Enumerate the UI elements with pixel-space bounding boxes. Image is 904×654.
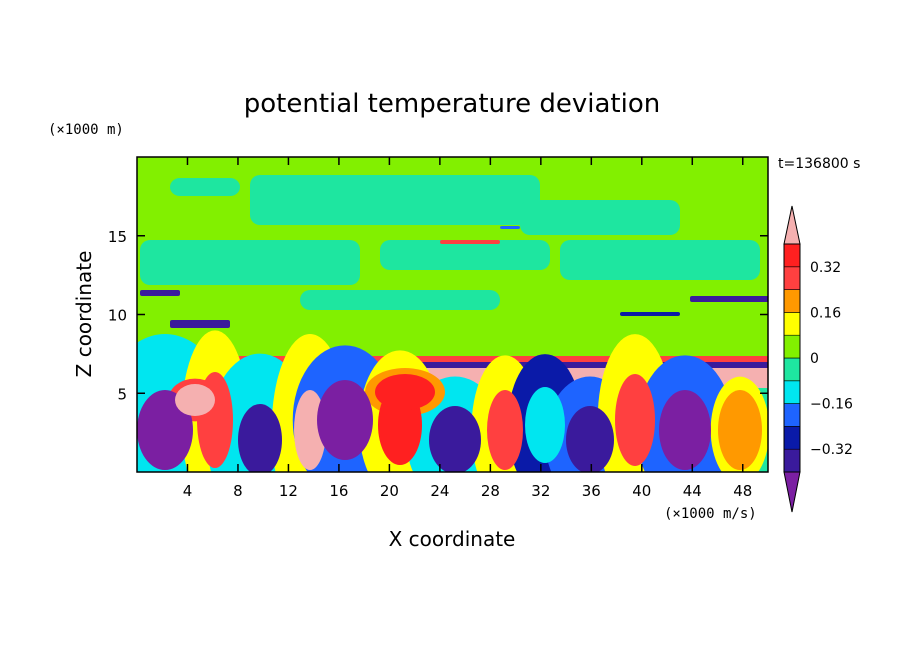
cell-core [659, 390, 711, 470]
y-unit-label: (×1000 m) [48, 122, 124, 138]
colorbar-band [783, 403, 801, 427]
x-tick-label: 44 [683, 482, 702, 500]
field-patch [380, 240, 550, 270]
inversion-band [137, 356, 768, 362]
y-tick-label: 5 [117, 385, 127, 403]
colorbar-tick-label: 0.16 [810, 305, 841, 321]
field-streak [140, 290, 180, 296]
colorbar-band [783, 426, 801, 450]
colorbar-extend-top [783, 205, 801, 245]
field-patch [250, 175, 540, 225]
x-tick-label: 24 [430, 482, 449, 500]
cell-core [429, 406, 481, 472]
y-axis-label: Z coordinate [72, 251, 96, 378]
x-tick-label: 40 [632, 482, 651, 500]
x-tick-label: 20 [380, 482, 399, 500]
cell-core [238, 404, 282, 472]
colorbar-band [783, 357, 801, 382]
colorbar-band [783, 380, 801, 404]
x-tick-label: 4 [183, 482, 193, 500]
colorbar-band [783, 243, 801, 268]
x-axis: 4 8 12 16 20 24 28 32 36 40 44 48 [183, 157, 752, 500]
field-patch [300, 290, 500, 310]
field-patch [560, 240, 760, 280]
x-axis-label: X coordinate [389, 527, 516, 551]
field-streak [620, 312, 680, 316]
x-tick-label: 36 [582, 482, 601, 500]
x-tick-label: 48 [733, 482, 752, 500]
colorbar-band [783, 266, 801, 290]
colorbar-band [783, 334, 801, 359]
inversion-band [137, 362, 768, 368]
colorbar-extend-bottom [783, 471, 801, 513]
cell-core [487, 390, 523, 470]
field-patch [170, 178, 240, 196]
colorbar-band [783, 312, 801, 336]
plot-area [137, 157, 768, 472]
cell-core [175, 384, 215, 416]
chart-title: potential temperature deviation [244, 89, 660, 119]
colorbar-frame [783, 243, 801, 473]
cell-core [317, 380, 373, 460]
cell-core [566, 406, 614, 472]
field-streak [500, 226, 520, 229]
colorbar-band [783, 448, 801, 473]
x-tick-label: 28 [481, 482, 500, 500]
colorbar-band [783, 289, 801, 313]
x-tick-label: 12 [279, 482, 298, 500]
field-streak [170, 320, 230, 328]
field-patch [520, 200, 680, 235]
x-unit-label: (×1000 m/s) [664, 506, 757, 522]
cell-core [525, 387, 565, 463]
field-patch [140, 240, 360, 285]
y-axis: 5 10 15 [108, 228, 768, 403]
x-tick-label: 8 [233, 482, 243, 500]
x-tick-label: 16 [329, 482, 348, 500]
field-streak [440, 240, 500, 244]
y-tick-label: 10 [108, 307, 127, 325]
colorbar-tick-label: 0.32 [810, 260, 841, 276]
colorbar: 0.32 0.16 0 −0.16 −0.32 [783, 205, 853, 513]
time-label: t=136800 s [778, 156, 860, 172]
cell-core [718, 390, 762, 470]
colorbar-tick-label: 0 [810, 351, 819, 367]
cell-core [137, 390, 193, 470]
cell-core [615, 374, 655, 466]
colorbar-tick-label: −0.16 [810, 397, 853, 413]
field-streak [690, 296, 768, 302]
cell-core [375, 374, 435, 410]
x-tick-label: 32 [531, 482, 550, 500]
y-tick-label: 15 [108, 228, 127, 246]
colorbar-tick-label: −0.32 [810, 442, 853, 458]
